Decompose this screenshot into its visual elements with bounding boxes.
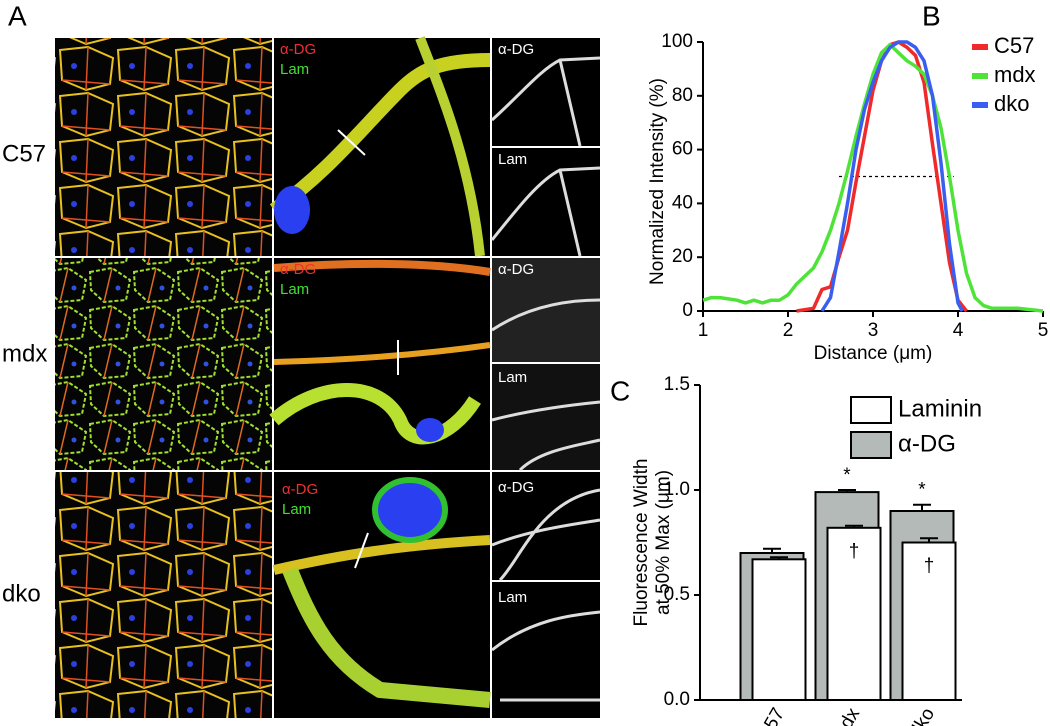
y-axis-label: at 50% Max (μm)	[653, 470, 674, 615]
x-tick-label: 2	[783, 320, 794, 341]
nucleus	[274, 186, 310, 234]
membrane	[269, 383, 481, 445]
split-label: Lam	[498, 151, 527, 168]
y-tick-label: 0	[682, 300, 693, 321]
significance-marker: *	[918, 480, 926, 501]
bar	[901, 541, 957, 701]
y-tick-label: 60	[672, 139, 693, 160]
channel-image	[492, 582, 600, 718]
channel-image	[492, 148, 600, 256]
legend-label: Laminin	[898, 395, 982, 422]
split-label: α-DG	[498, 479, 534, 496]
y-tick-label: 80	[672, 85, 693, 106]
row-label: mdx	[2, 340, 47, 367]
micrograph	[55, 38, 272, 256]
membrane	[272, 535, 491, 575]
membrane	[269, 53, 491, 216]
y-tick-label: 1.0	[664, 479, 690, 500]
membrane	[282, 567, 491, 708]
significance-marker: †	[849, 541, 860, 562]
bar	[751, 558, 807, 701]
membrane	[273, 259, 491, 276]
legend-swatch	[850, 431, 892, 459]
micrograph-inset	[274, 258, 490, 470]
legend-label: dko	[994, 91, 1029, 116]
membrane	[273, 342, 491, 365]
significance-marker: †	[924, 556, 935, 577]
micrograph	[55, 472, 272, 718]
inset-label: Lam	[282, 501, 311, 518]
inset-label: α-DG	[280, 41, 316, 58]
channel-image	[492, 258, 600, 362]
legend-label: α-DG	[898, 430, 956, 457]
x-tick-label: 5	[1038, 320, 1049, 341]
split-label: α-DG	[498, 261, 534, 278]
micrograph	[55, 258, 272, 470]
channel-signal	[491, 610, 601, 702]
panel-label: A	[8, 0, 27, 31]
membrane	[415, 36, 485, 257]
inset-label: Lam	[280, 281, 309, 298]
x-tick-label: C57	[754, 705, 790, 726]
channel-image	[492, 38, 600, 146]
y-tick-label: 0.0	[664, 689, 690, 710]
x-tick-label: 4	[953, 320, 964, 341]
channel-signal	[490, 166, 601, 257]
panel-label: C	[610, 375, 630, 406]
inset-label: Lam	[280, 61, 309, 78]
bar	[826, 526, 882, 701]
nucleus	[372, 477, 448, 543]
significance-marker: *	[843, 465, 851, 486]
nucleus	[416, 418, 444, 442]
y-axis-label: Normalized Intensity (%)	[647, 78, 668, 285]
y-tick-label: 0.5	[664, 584, 690, 605]
row-label: C57	[2, 140, 46, 167]
panel-label: B	[922, 0, 941, 31]
row-label: dko	[2, 580, 41, 607]
channel-signal	[491, 56, 601, 147]
legend-label: C57	[994, 33, 1034, 58]
line-scan	[354, 532, 369, 569]
channel-signal	[491, 488, 601, 582]
line-scan	[337, 129, 366, 156]
split-label: α-DG	[498, 41, 534, 58]
x-axis-label: Distance (μm)	[814, 343, 933, 364]
inset-label: α-DG	[280, 261, 316, 278]
x-tick-label: dko	[906, 705, 940, 726]
split-label: Lam	[498, 369, 527, 386]
y-tick-label: 1.5	[664, 374, 690, 395]
inset-label: α-DG	[282, 481, 318, 498]
x-tick-label: 3	[868, 320, 879, 341]
y-tick-label: 40	[672, 192, 693, 213]
legend-swatch	[850, 396, 892, 424]
split-label: Lam	[498, 589, 527, 606]
x-tick-label: 1	[698, 320, 709, 341]
x-tick-label: mdx	[828, 704, 864, 726]
y-tick-label: 20	[672, 246, 693, 267]
legend-label: mdx	[994, 62, 1036, 87]
channel-image	[492, 472, 600, 580]
channel-signal	[491, 298, 601, 332]
channel-signal	[491, 400, 601, 472]
y-tick-label: 100	[661, 31, 693, 52]
y-axis-label: Fluorescence Width	[631, 459, 652, 627]
series-line	[820, 40, 964, 312]
